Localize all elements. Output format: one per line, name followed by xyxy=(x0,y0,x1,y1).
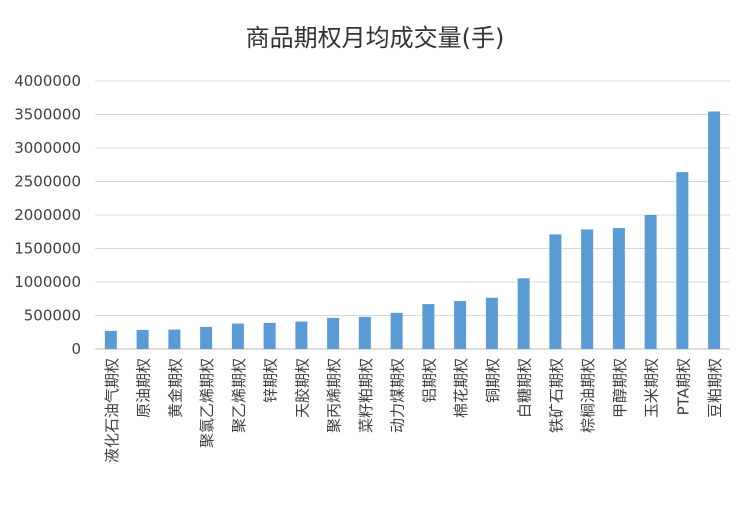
bar xyxy=(104,330,117,349)
x-tick-label: 聚乙烯期权 xyxy=(230,358,248,433)
y-tick-label: 2000000 xyxy=(14,206,81,224)
bar xyxy=(581,229,594,349)
bar xyxy=(485,297,498,349)
bar xyxy=(517,278,530,349)
y-tick-label: 4000000 xyxy=(14,72,81,90)
x-tick-label: 铁矿石期权 xyxy=(547,358,565,433)
x-tick-label: 铜期权 xyxy=(484,358,502,403)
y-tick-label: 1000000 xyxy=(14,273,81,291)
x-tick-label: 原油期权 xyxy=(135,358,153,418)
bars xyxy=(104,111,721,349)
bar xyxy=(136,329,149,349)
x-tick-label: 黄金期权 xyxy=(166,358,184,418)
bar xyxy=(231,323,244,349)
bar xyxy=(454,301,467,349)
bar xyxy=(295,321,308,349)
bar xyxy=(422,304,435,349)
y-tick-label: 0 xyxy=(71,340,81,358)
bar xyxy=(612,228,625,349)
y-tick-label: 3000000 xyxy=(14,139,81,157)
y-tick-label: 2500000 xyxy=(14,173,81,191)
bar xyxy=(263,322,276,349)
x-tick-label: 聚氯乙烯期权 xyxy=(198,358,216,448)
y-tick-label: 1500000 xyxy=(14,240,81,258)
x-tick-label: 棉花期权 xyxy=(452,358,470,418)
y-tick-label: 500000 xyxy=(24,307,81,325)
x-tick-label: 甲醇期权 xyxy=(611,358,629,418)
bar xyxy=(549,234,562,349)
x-tick-label: 豆粕期权 xyxy=(706,358,724,418)
bar xyxy=(168,329,181,349)
bar xyxy=(200,326,213,349)
bar xyxy=(708,111,721,349)
x-tick-label: 棕榈油期权 xyxy=(579,358,597,433)
x-tick-label: PTA期权 xyxy=(674,358,692,415)
bar xyxy=(676,172,689,349)
gridlines xyxy=(95,80,730,316)
x-tick-label: 动力煤期权 xyxy=(389,358,407,433)
x-tick-label: 玉米期权 xyxy=(643,358,661,418)
x-tick-label: 聚丙烯期权 xyxy=(325,358,343,433)
x-tick-label: 天胶期权 xyxy=(293,358,311,418)
x-tick-label: 液化石油气期权 xyxy=(103,358,121,463)
y-tick-label: 3500000 xyxy=(14,106,81,124)
bar xyxy=(390,312,403,349)
x-tick-label: 铝期权 xyxy=(420,358,438,403)
x-tick-label: 锌期权 xyxy=(262,358,280,403)
x-axis-tick-labels: 液化石油气期权 原油期权 黄金期权 聚氯乙烯期权 聚乙烯期权 锌期权 天胶期权 聚丙烯期权 菜籽… xyxy=(103,358,724,463)
x-tick-label: 菜籽粕期权 xyxy=(357,358,375,433)
bar xyxy=(358,316,371,349)
chart-title: 商品期权月均成交量(手) xyxy=(245,24,505,52)
bar xyxy=(327,317,340,349)
bar xyxy=(644,215,657,349)
y-axis-tick-labels: 0 500000 1000000 1500000 2000000 2500000 30000… xyxy=(14,72,81,358)
x-tick-label: 白糖期权 xyxy=(516,358,534,418)
